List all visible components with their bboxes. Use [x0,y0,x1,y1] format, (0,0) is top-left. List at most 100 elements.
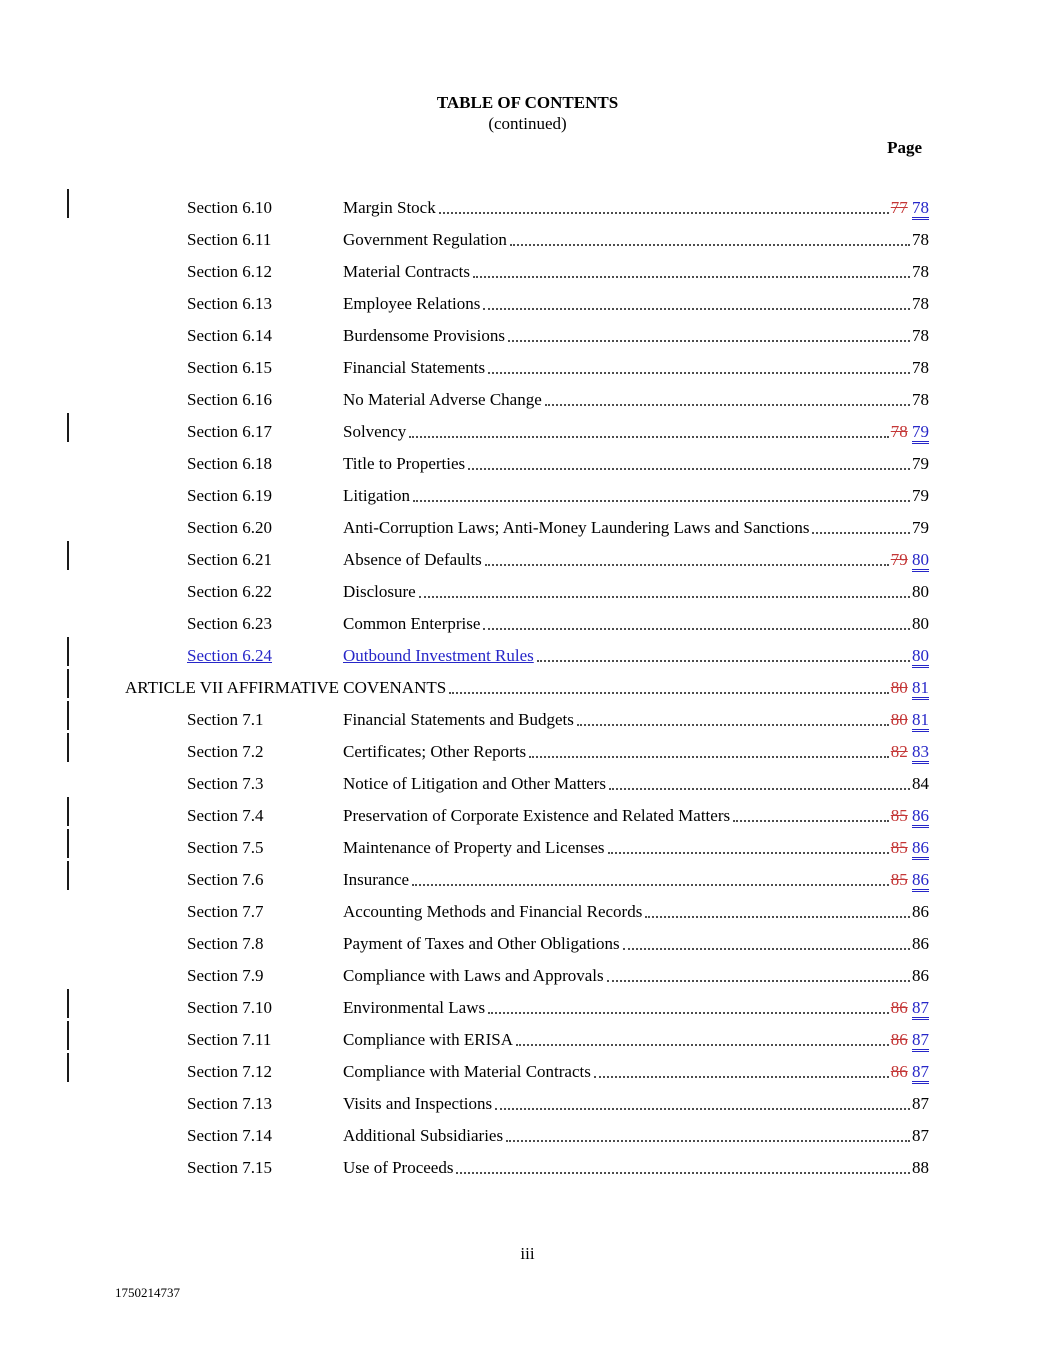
page-number-group: 77 78 [890,197,929,220]
page-number: 78 [912,229,929,249]
dot-leader [483,627,910,630]
page-number-group: 87 [912,1094,929,1114]
toc-row: Section 6.11 Government Regulation 78 [0,220,1055,252]
section-number: Section 7.5 [187,837,264,857]
dot-leader [606,979,910,982]
toc-row: Section 7.11 Compliance with ERISA 86 87 [0,1020,1055,1052]
section-number: Section 7.12 [187,1061,272,1081]
section-title: Burdensome Provisions [343,325,505,345]
dot-leader [536,659,910,662]
page-number-group: 85 86 [890,805,929,828]
page-number-group: 84 [912,774,929,794]
section-title: Insurance [343,869,410,889]
change-bar-icon [67,540,69,570]
page-number-deleted: 80 [890,677,908,697]
dot-leader [438,211,889,214]
dot-leader [544,403,910,406]
section-title: Notice of Litigation and Other Matters [343,773,606,793]
dot-leader [409,435,889,438]
page-number-group: 78 [912,358,929,378]
page-number-group: 80 81 [890,677,929,700]
section-number: Section 6.12 [187,261,272,281]
section-number: Section 7.3 [187,773,264,793]
page-number: 78 [912,261,929,281]
toc-row: Section 6.22 Disclosure 80 [0,572,1055,604]
change-bar-icon [67,796,69,826]
section-title: Additional Subsidiaries [343,1125,504,1145]
page-number-group: 87 [912,1126,929,1146]
toc-row: Section 6.17 Solvency 78 79 [0,412,1055,444]
section-number: Section 7.10 [187,997,272,1017]
page-number-deleted: 85 [890,837,908,857]
page-number: 78 [912,325,929,345]
section-number: Section 6.16 [187,389,272,409]
page-number: 88 [912,1157,929,1177]
toc-row: Section 6.20 Anti-Corruption Laws; Anti-… [0,508,1055,540]
section-title: Environmental Laws [343,997,486,1017]
page-number-group: 88 [912,1158,929,1178]
change-bar-icon [67,412,69,442]
dot-leader [488,371,910,374]
section-number: Section 6.10 [187,197,272,217]
page-number: 78 [912,293,929,313]
section-title: No Material Adverse Change [343,389,542,409]
section-number: Section 6.15 [187,357,272,377]
section-title: Absence of Defaults [343,549,482,569]
page-number: 86 [912,901,929,921]
page-number-group: 86 87 [891,1061,929,1084]
dot-leader [412,883,889,886]
section-number: Section 6.14 [187,325,272,345]
section-number: Section 6.11 [187,229,272,249]
page-number-group: 80 [912,582,929,602]
page-number-group: 79 [912,518,929,538]
section-title: Compliance with Material Contracts [343,1061,591,1081]
section-title: Accounting Methods and Financial Records [343,901,643,921]
change-bar-icon [67,700,69,730]
page-number-deleted: 77 [890,197,908,217]
section-number: Section 6.17 [187,421,272,441]
dot-leader [509,243,910,246]
section-number: Section 7.1 [187,709,264,729]
toc-row: Section 7.10 Environmental Laws 86 87 [0,988,1055,1020]
page-number-inserted: 78 [912,197,929,220]
page-number-inserted: 81 [912,709,929,732]
dot-leader [483,307,910,310]
page-number-group: 86 [912,966,929,986]
folio-page-number: iii [520,1244,535,1263]
page-number-inserted: 80 [912,645,929,668]
dot-leader [812,531,910,534]
section-title: Maintenance of Property and Licenses [343,837,605,857]
section-number: Section 7.4 [187,805,264,825]
toc-row: Section 6.12 Material Contracts 78 [0,252,1055,284]
page-number-deleted: 78 [890,421,908,441]
section-title: Visits and Inspections [343,1093,493,1113]
page-number-group: 79 [912,454,929,474]
page-number: 79 [912,453,929,473]
dot-leader [507,339,910,342]
section-number: Section 7.14 [187,1125,272,1145]
section-title: Preservation of Corporate Existence and … [343,805,731,825]
page-number-inserted: 87 [912,997,929,1020]
toc-row: Section 7.8 Payment of Taxes and Other O… [0,924,1055,956]
page-number-group: 82 83 [891,741,929,764]
document-id-stamp: 1750214737 [115,1285,180,1300]
page-number-group: 86 [912,902,929,922]
section-number: Section 7.9 [187,965,264,985]
page-number-deleted: 85 [890,805,908,825]
section-title: Title to Properties [343,453,466,473]
dot-leader [529,755,889,758]
toc-row: Section 7.6 Insurance 85 86 [0,860,1055,892]
dot-leader [484,563,889,566]
page-number-inserted: 79 [912,421,929,444]
toc-row: Section 6.15 Financial Statements 78 [0,348,1055,380]
dot-leader [593,1075,889,1078]
change-bar-icon [67,636,69,666]
change-bar-icon [67,828,69,858]
dot-leader [488,1011,889,1014]
page-number: 79 [912,485,929,505]
page-number: 86 [912,933,929,953]
toc-row: Section 7.13 Visits and Inspections 87 [0,1084,1055,1116]
dot-leader [456,1171,910,1174]
page-number: 87 [912,1125,929,1145]
